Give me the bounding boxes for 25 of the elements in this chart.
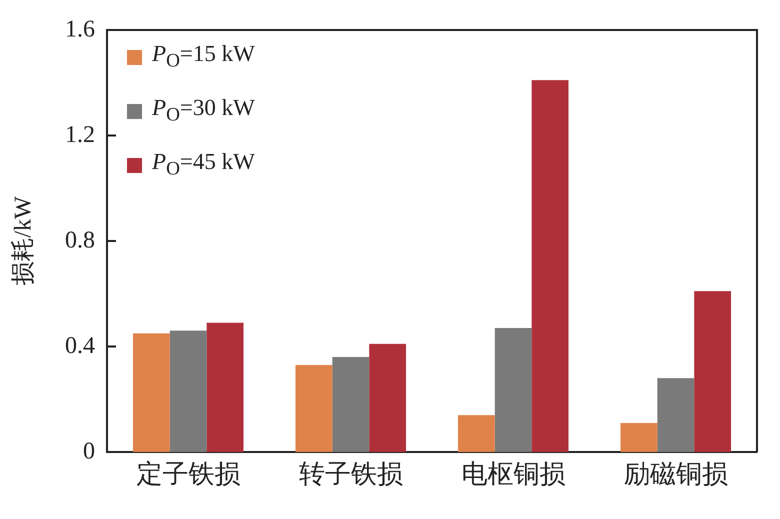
y-tick-label: 0 [83,438,95,464]
bar [494,328,532,452]
bar [369,344,406,452]
bar [170,330,207,452]
legend-label: P$_{O}$=45 kW [152,149,255,181]
y-tick-label: 0.8 [65,227,95,254]
bar [206,322,244,452]
legend-label: P$_{O}$=30 kW [152,95,255,127]
y-tick-label: 1.2 [65,122,95,148]
x-tick-label: 励磁铜损 [624,459,728,488]
bar [458,415,495,452]
y-tick-label: 0.4 [65,332,95,359]
x-tick-label: 定子铁损 [136,459,240,488]
bar [694,291,731,452]
legend-label: P$_{O}$=15 kW [152,41,255,73]
y-axis-title: 损耗/kW [10,196,37,286]
x-tick-label: 转子铁损 [298,459,403,488]
bar [620,422,658,452]
bar [296,364,332,452]
bar [133,333,170,452]
x-tick-label: 电枢铜损 [461,459,566,488]
bar [532,80,568,452]
bar [332,357,370,452]
y-tick-label: 1.6 [65,16,95,42]
bar [657,378,694,452]
